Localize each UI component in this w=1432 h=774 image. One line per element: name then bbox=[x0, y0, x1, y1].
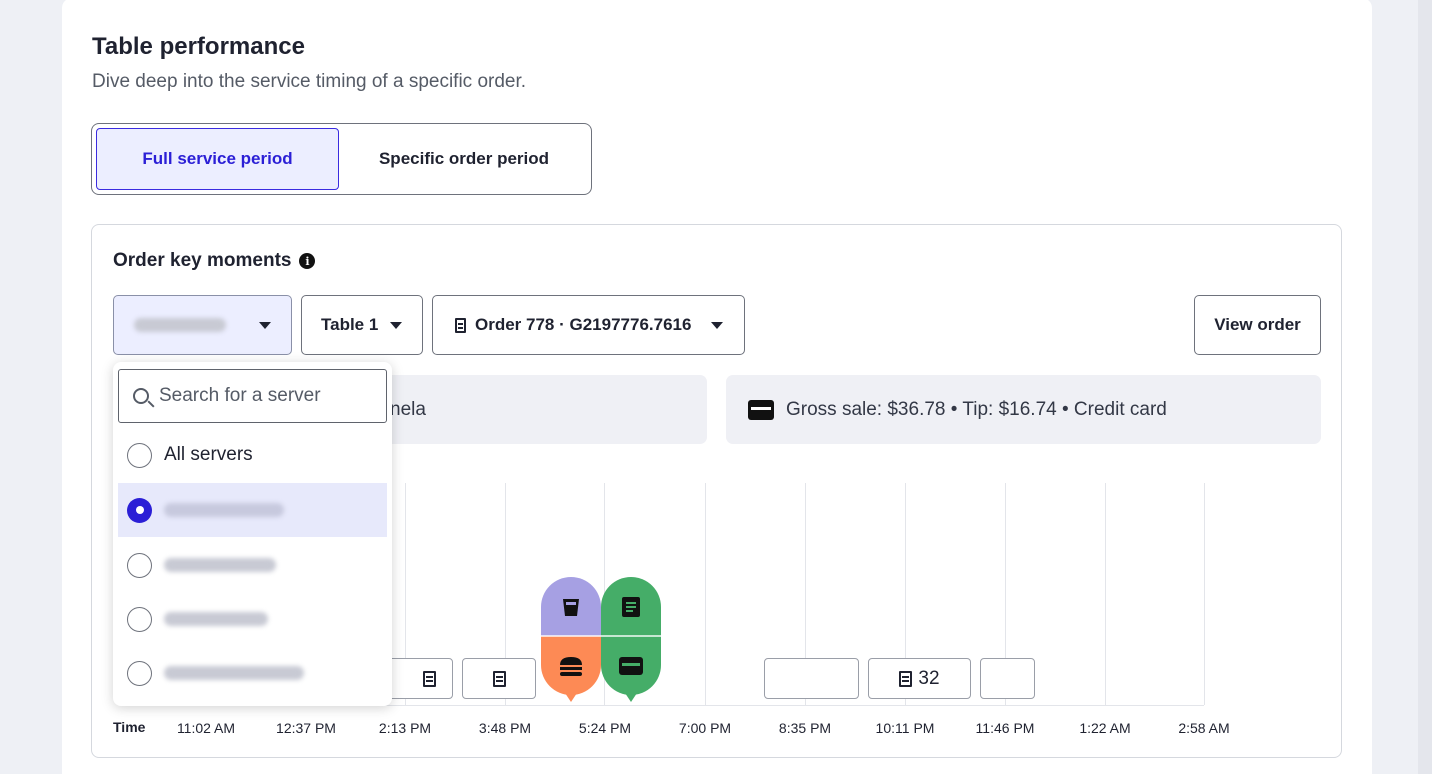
redacted-server-name bbox=[164, 558, 276, 572]
time-tick: 11:46 PM bbox=[975, 720, 1035, 736]
time-axis-title: Time bbox=[113, 719, 146, 735]
timeline-gridline bbox=[805, 483, 806, 705]
server-select[interactable] bbox=[113, 295, 292, 355]
page-title: Table performance bbox=[92, 33, 305, 60]
table-select[interactable]: Table 1 bbox=[301, 295, 423, 355]
radio-button[interactable] bbox=[127, 606, 152, 632]
order-select-value: Order 778 · G2197776.7616 bbox=[475, 315, 692, 334]
redacted-server-name bbox=[164, 612, 268, 626]
timeline-event[interactable] bbox=[462, 658, 536, 699]
view-order-button[interactable]: View order bbox=[1194, 295, 1321, 355]
radio-button[interactable] bbox=[127, 660, 152, 686]
timeline-marker bbox=[601, 577, 661, 702]
time-tick: 2:13 PM bbox=[378, 720, 432, 736]
server-search-field[interactable]: Search for a server bbox=[118, 369, 387, 423]
receipt-icon bbox=[455, 317, 466, 333]
payment-info-text: Gross sale: $36.78 • Tip: $16.74 • Credi… bbox=[786, 398, 1167, 420]
page-subtitle: Dive deep into the service timing of a s… bbox=[92, 71, 527, 92]
event-count: 32 bbox=[918, 667, 940, 689]
specific-order-period-tab[interactable]: Specific order period bbox=[378, 149, 550, 168]
table-select-value: Table 1 bbox=[321, 315, 379, 334]
order-marker[interactable] bbox=[601, 577, 661, 636]
drink-icon bbox=[563, 598, 579, 616]
order-select[interactable]: Order 778 · G2197776.7616 bbox=[432, 295, 745, 355]
payment-info-box: Gross sale: $36.78 • Tip: $16.74 • Credi… bbox=[726, 375, 1321, 444]
server-info-text: nela bbox=[390, 398, 426, 420]
timeline-event[interactable] bbox=[764, 658, 859, 699]
timeline-gridline bbox=[705, 483, 706, 705]
receipt-icon bbox=[899, 670, 913, 687]
payment-marker[interactable] bbox=[601, 636, 661, 695]
period-toggle: Full service period Specific order perio… bbox=[91, 123, 592, 195]
redacted-server-name bbox=[164, 503, 284, 517]
time-tick: 8:35 PM bbox=[778, 720, 832, 736]
timeline-gridline bbox=[1005, 483, 1006, 705]
timeline-event[interactable] bbox=[384, 658, 453, 699]
marker-pointer bbox=[565, 693, 577, 702]
receipt-icon bbox=[423, 670, 436, 687]
time-tick: 7:00 PM bbox=[678, 720, 732, 736]
server-option-label: All servers bbox=[164, 444, 253, 465]
marker-divider bbox=[601, 635, 661, 637]
receipt-icon bbox=[622, 596, 640, 617]
marker-divider bbox=[541, 635, 601, 637]
timeline-gridline bbox=[505, 483, 506, 705]
radio-button[interactable] bbox=[127, 552, 152, 578]
search-placeholder: Search for a server bbox=[159, 385, 321, 406]
radio-button[interactable] bbox=[127, 442, 152, 468]
timeline-marker bbox=[541, 577, 601, 702]
chevron-down-icon bbox=[711, 322, 723, 329]
time-tick: 1:22 AM bbox=[1079, 720, 1131, 736]
scrollbar-track[interactable] bbox=[1418, 0, 1432, 774]
timeline-gridline bbox=[405, 483, 406, 705]
time-tick: 10:11 PM bbox=[875, 720, 935, 736]
timeline-event[interactable]: 32 bbox=[868, 658, 971, 699]
chevron-down-icon bbox=[390, 322, 402, 329]
time-tick: 11:02 AM bbox=[176, 720, 236, 736]
redacted-server-name bbox=[134, 318, 226, 332]
server-option[interactable] bbox=[118, 538, 387, 592]
time-tick: 2:58 AM bbox=[1178, 720, 1230, 736]
server-option[interactable] bbox=[118, 483, 387, 537]
timeline-gridline bbox=[1105, 483, 1106, 705]
credit-card-icon bbox=[748, 399, 774, 420]
full-service-period-tab[interactable]: Full service period bbox=[96, 128, 339, 190]
time-tick: 5:24 PM bbox=[578, 720, 632, 736]
drink-marker[interactable] bbox=[541, 577, 601, 636]
info-icon[interactable]: i bbox=[299, 253, 316, 269]
timeline-gridline bbox=[1204, 483, 1205, 705]
server-option[interactable] bbox=[118, 646, 387, 700]
chevron-down-icon bbox=[259, 322, 271, 329]
food-marker[interactable] bbox=[541, 636, 601, 695]
time-tick: 3:48 PM bbox=[478, 720, 532, 736]
redacted-server-name bbox=[164, 666, 304, 680]
server-option[interactable] bbox=[118, 592, 387, 646]
server-info-box: nela bbox=[376, 375, 707, 444]
search-icon bbox=[133, 388, 149, 404]
receipt-icon bbox=[492, 670, 506, 687]
timeline-gridline bbox=[905, 483, 906, 705]
credit-card-icon bbox=[619, 656, 643, 675]
server-dropdown-menu: Search for a server All servers bbox=[113, 362, 392, 706]
timeline-event[interactable] bbox=[980, 658, 1035, 699]
panel-title: Order key moments i bbox=[113, 250, 316, 272]
order-key-moments-panel bbox=[91, 224, 1342, 758]
marker-pointer bbox=[625, 693, 637, 702]
burger-icon bbox=[560, 656, 582, 676]
time-tick: 12:37 PM bbox=[276, 720, 336, 736]
server-option-all[interactable]: All servers bbox=[118, 428, 387, 482]
radio-button-checked[interactable] bbox=[127, 497, 152, 523]
panel-title-text: Order key moments bbox=[113, 250, 292, 271]
timeline-axis bbox=[160, 705, 1204, 706]
